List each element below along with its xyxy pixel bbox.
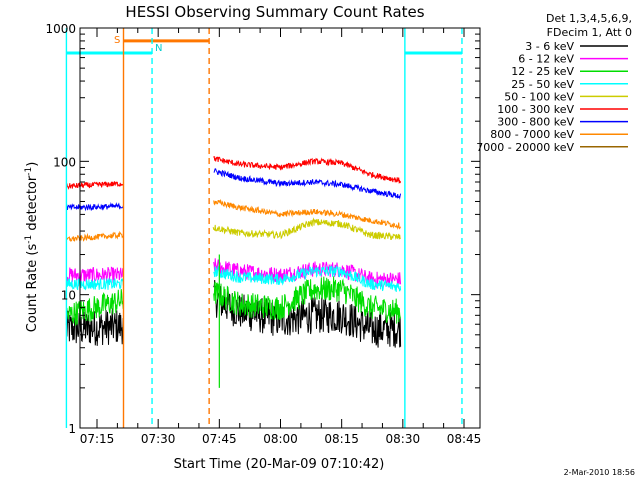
- series-100-300-keV: [65, 156, 402, 190]
- x-tick-label: 07:15: [80, 432, 115, 446]
- series-50-100-keV: [212, 217, 401, 240]
- legend-label: 100 - 300 keV: [497, 103, 574, 116]
- x-tick-label: 07:45: [202, 432, 237, 446]
- axes: 1 10 100 1000 07:15 07:30 07:45 08:00 08:15 08:30…: [45, 22, 481, 446]
- y-axis-label: Count Rate (s-1 detector-1): [24, 162, 40, 333]
- y-tick-label: 1000: [45, 22, 76, 36]
- legend-header-2: FDecim 1, Att 0: [547, 26, 632, 39]
- legend-label: 12 - 25 keV: [511, 65, 574, 78]
- series-300-800-keV: [65, 168, 402, 212]
- legend-label: 800 - 7000 keV: [490, 128, 574, 141]
- legend-label: 25 - 50 keV: [511, 78, 574, 91]
- x-tick-label: 07:30: [141, 432, 176, 446]
- y-tick-label: 1: [68, 422, 76, 436]
- label-S: S: [114, 35, 120, 46]
- series-800-7000-keV: [65, 198, 402, 243]
- legend-label: 7000 - 20000 keV: [476, 141, 574, 154]
- series-25-50-keV: [65, 265, 402, 293]
- y-tick-label: 100: [53, 155, 76, 169]
- chart-title: HESSI Observing Summary Count Rates: [125, 3, 424, 21]
- x-tick-label: 08:15: [324, 432, 359, 446]
- legend-label: 50 - 100 keV: [504, 90, 574, 103]
- x-axis-label: Start Time (20-Mar-09 07:10:42): [174, 457, 385, 472]
- legend-label: 3 - 6 keV: [525, 40, 574, 53]
- series-12-25-keV: [65, 276, 402, 326]
- x-tick-label: 08:00: [263, 432, 298, 446]
- legend-label: 300 - 800 keV: [497, 116, 574, 129]
- overlay-layer: [65, 28, 463, 428]
- x-tick-label: 08:30: [386, 432, 421, 446]
- legend-header-1: Det 1,3,4,5,6,9,: [546, 12, 632, 25]
- x-tick-label: 08:45: [447, 432, 482, 446]
- label-N: N: [155, 43, 162, 54]
- timestamp: 2-Mar-2010 18:56: [564, 468, 635, 477]
- legend-label: 6 - 12 keV: [518, 53, 574, 66]
- series-layer: [65, 156, 402, 348]
- y-tick-label: 10: [61, 289, 76, 303]
